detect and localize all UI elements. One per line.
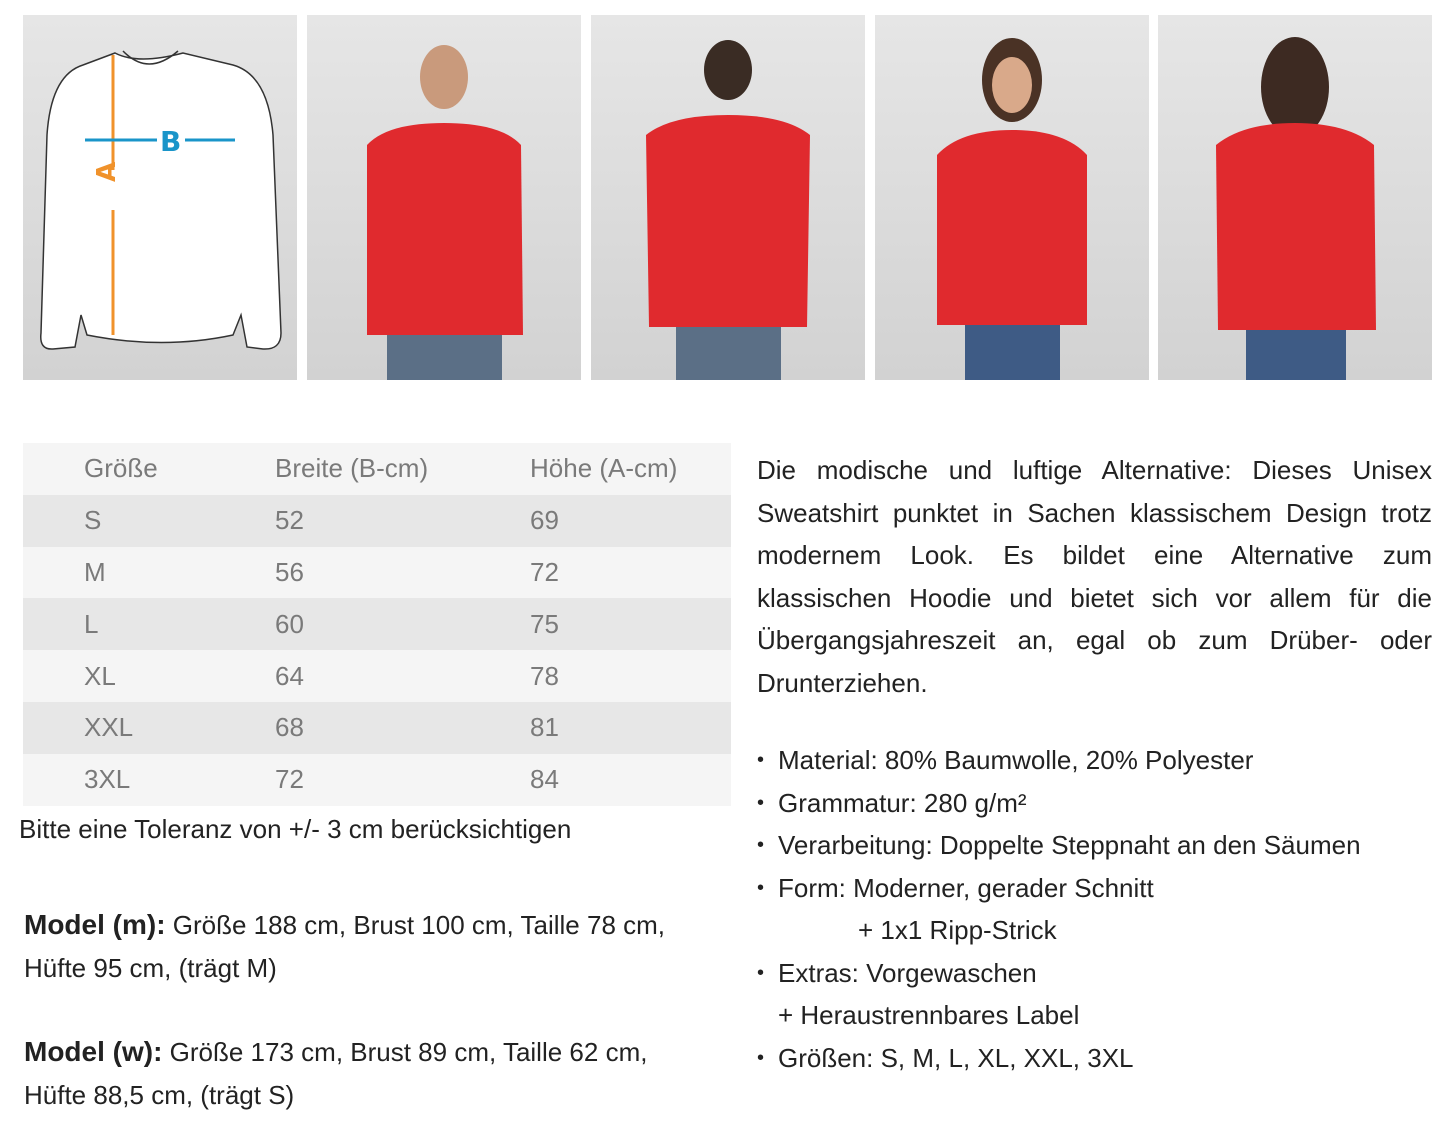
- tolerance-note: Bitte eine Toleranz von +/- 3 cm berücks…: [19, 814, 572, 844]
- cell: 81: [530, 712, 559, 743]
- header-height: Höhe (A-cm): [530, 453, 678, 484]
- header-width: Breite (B-cm): [275, 453, 429, 484]
- model-m-info: Model (m): Größe 188 cm, Brust 100 cm, T…: [24, 904, 724, 989]
- table-row: M 56 72: [23, 546, 731, 599]
- photo-model-m-back: [591, 15, 865, 380]
- model-m-label: Model (m):: [24, 909, 166, 940]
- spec-item: Form: Moderner, gerader Schnitt: [757, 867, 1361, 910]
- cell: 75: [530, 608, 559, 639]
- photo-model-w-back: [1158, 15, 1432, 380]
- model-m-text: Größe 188 cm, Brust 100 cm, Taille 78 cm…: [24, 910, 666, 983]
- table-row: 3XL 72 84: [23, 753, 731, 806]
- cell: 84: [530, 764, 559, 795]
- table-header: Größe Breite (B-cm) Höhe (A-cm): [23, 443, 731, 495]
- cell: 68: [275, 712, 304, 743]
- spec-list: Material: 80% Baumwolle, 20% Polyester G…: [757, 739, 1361, 1079]
- cell: 78: [530, 660, 559, 691]
- model-w-label: Model (w):: [24, 1036, 163, 1067]
- cell: 72: [275, 764, 304, 795]
- cell: 69: [530, 505, 559, 536]
- photo-model-w-front: [875, 15, 1149, 380]
- cell: L: [84, 608, 99, 639]
- model-w-text: Größe 173 cm, Brust 89 cm, Taille 62 cm,…: [24, 1037, 648, 1110]
- spec-subitem-text: + 1x1 Ripp-Strick: [858, 915, 1057, 945]
- cell: S: [84, 505, 102, 536]
- cell: 52: [275, 505, 304, 536]
- table-row: XXL 68 81: [23, 701, 731, 754]
- table-row: L 60 75: [23, 598, 731, 651]
- cell: 64: [275, 660, 304, 691]
- model-w-info: Model (w): Größe 173 cm, Brust 89 cm, Ta…: [24, 1031, 704, 1116]
- header-size: Größe: [84, 453, 158, 484]
- cell: 72: [530, 556, 559, 587]
- spec-item: Verarbeitung: Doppelte Steppnaht an den …: [757, 824, 1361, 867]
- label-a: A: [92, 162, 122, 182]
- spec-item: Material: 80% Baumwolle, 20% Polyester: [757, 739, 1361, 782]
- cell: 56: [275, 556, 304, 587]
- cell: 3XL: [84, 764, 131, 795]
- photo-model-m-front: [307, 15, 581, 380]
- cell: 60: [275, 608, 304, 639]
- spec-subitem-text: + Heraustrennbares Label: [778, 1000, 1080, 1030]
- label-b: B: [160, 125, 181, 158]
- spec-item: Extras: Vorgewaschen: [757, 952, 1361, 995]
- size-diagram: A B: [23, 15, 297, 380]
- size-table: Größe Breite (B-cm) Höhe (A-cm) S 52 69 M 5…: [23, 443, 731, 806]
- table-row: S 52 69: [23, 494, 731, 547]
- spec-item: Grammatur: 280 g/m²: [757, 782, 1361, 825]
- table-row: XL 64 78: [23, 650, 731, 702]
- spec-subitem: + Heraustrennbares Label: [757, 994, 1361, 1037]
- product-description: Die modische und luftige Alternative: Di…: [757, 455, 1432, 698]
- spec-subitem: + 1x1 Ripp-Strick: [757, 909, 1361, 952]
- spec-item: Größen: S, M, L, XL, XXL, 3XL: [757, 1037, 1361, 1080]
- cell: XXL: [84, 712, 134, 743]
- cell: XL: [84, 660, 116, 691]
- cell: M: [84, 556, 106, 587]
